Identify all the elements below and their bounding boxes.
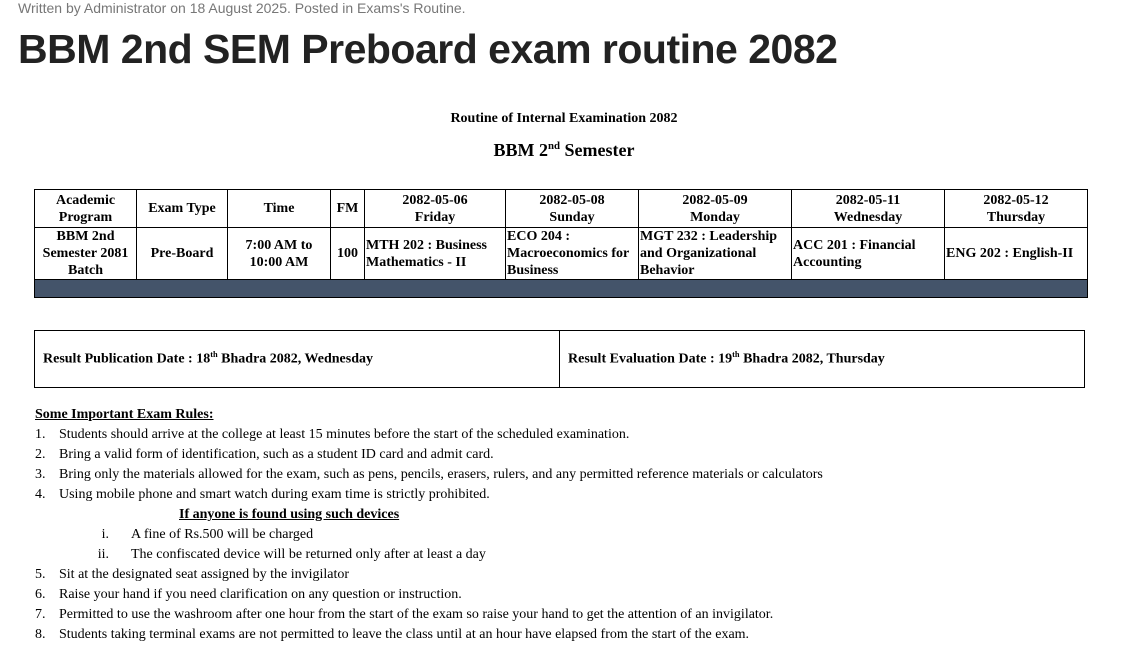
caption-text: Semester — [560, 140, 635, 160]
rule-item: 3. Bring only the materials allowed for t… — [35, 467, 823, 482]
rule-item: 8. Students taking terminal exams are not… — [35, 627, 750, 642]
subject-cell: ECO 204 : Macroeconomics for Business — [505, 227, 639, 280]
date-header: 2082-05-08 Sunday — [505, 189, 639, 228]
rule-item: 1. Students should arrive at the college … — [35, 427, 630, 442]
date-header: 2082-05-09 Monday — [638, 189, 792, 228]
time-cell: 7:00 AM to 10:00 AM — [227, 227, 331, 280]
rules-heading: Some Important Exam Rules: — [35, 407, 214, 422]
result-dates-table: Result Publication Date : 18th Bhadra 20… — [34, 330, 1085, 388]
rule-item: 7. Permitted to use the washroom after on… — [35, 607, 774, 622]
devices-subheading: If anyone is found using such devices — [179, 507, 400, 522]
sub-rule-item: ii. The confiscated device will be return… — [97, 547, 486, 562]
date-header: 2082-05-11 Wednesday — [791, 189, 945, 228]
fm-cell: 100 — [330, 227, 365, 280]
routine-table: Academic Program Exam Type Time FM 2082-… — [34, 189, 1088, 298]
header-cell: Time — [227, 189, 331, 228]
rule-item: 5. Sit at the designated seat assigned by… — [35, 567, 350, 582]
date-header: 2082-05-06 Friday — [364, 189, 506, 228]
subject-cell: MTH 202 : Business Mathematics - II — [364, 227, 506, 280]
sub-rule-item: i. A fine of Rs.500 will be charged — [101, 527, 314, 542]
subject-cell: ENG 202 : English-II — [944, 227, 1088, 280]
footer-row — [34, 279, 1088, 298]
result-publication-date: Result Publication Date : 18th Bhadra 20… — [34, 330, 560, 388]
page-title: BBM 2nd SEM Preboard exam routine 2082 — [18, 26, 838, 72]
rule-item: 6. Raise your hand if you need clarificat… — [35, 587, 462, 602]
header-cell: Exam Type — [136, 189, 228, 228]
header-row: Academic Program Exam Type Time FM 2082-… — [34, 189, 1088, 228]
result-evaluation-date: Result Evaluation Date : 19th Bhadra 208… — [559, 330, 1085, 388]
semester-caption: BBM 2nd Semester — [0, 140, 1128, 161]
exam-type-cell: Pre-Board — [136, 227, 228, 280]
table-row: BBM 2nd Semester 2081 Batch Pre-Board 7:… — [34, 227, 1088, 280]
header-cell: Academic Program — [34, 189, 137, 228]
program-cell: BBM 2nd Semester 2081 Batch — [34, 227, 137, 280]
subject-cell: MGT 232 : Leadership and Organizational … — [638, 227, 792, 280]
rule-item: 2. Bring a valid form of identification, … — [35, 447, 494, 462]
routine-caption: Routine of Internal Examination 2082 — [450, 111, 678, 126]
caption-text: BBM 2 — [493, 140, 549, 160]
rule-item: 4. Using mobile phone and smart watch dur… — [35, 487, 490, 502]
caption-sup: nd — [548, 140, 561, 152]
post-meta: Written by Administrator on 18 August 20… — [18, 0, 466, 16]
exam-rules: Some Important Exam Rules: 1. Students sh… — [35, 405, 823, 645]
date-header: 2082-05-12 Thursday — [944, 189, 1088, 228]
subject-cell: ACC 201 : Financial Accounting — [791, 227, 945, 280]
header-cell: FM — [330, 189, 365, 228]
